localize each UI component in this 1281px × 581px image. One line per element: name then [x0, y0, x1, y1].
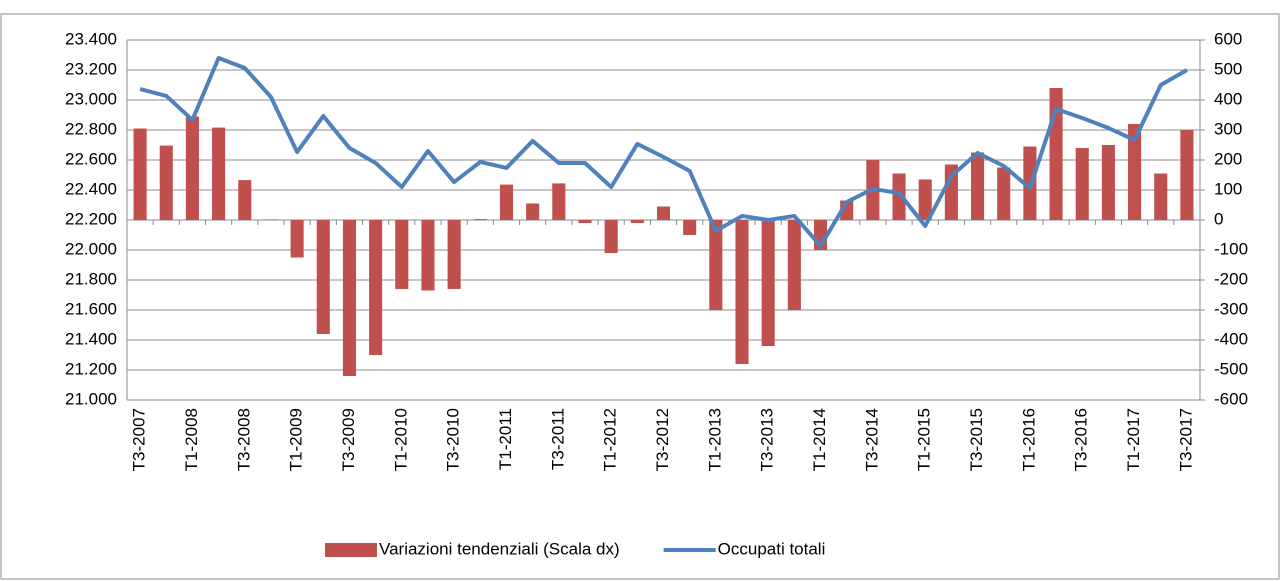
y2-tick-label: 300	[1214, 119, 1242, 138]
y-tick-label: 21.600	[65, 299, 117, 318]
x-tick-label: T1-2009	[287, 408, 306, 471]
bar	[526, 203, 540, 220]
bar	[369, 220, 383, 355]
x-tick-label: T3-2015	[967, 408, 986, 471]
y2-tick-label: -200	[1214, 269, 1248, 288]
y2-tick-label: -500	[1214, 359, 1248, 378]
bar	[238, 180, 252, 220]
x-tick-label: T3-2011	[548, 408, 567, 470]
y-tick-label: 22.400	[65, 179, 117, 198]
bar	[159, 145, 173, 220]
y-tick-label: 22.600	[65, 149, 117, 168]
bar	[892, 173, 906, 220]
bar	[499, 184, 514, 220]
bar	[264, 219, 278, 220]
legend-swatch	[325, 543, 377, 557]
y2-tick-label: -400	[1214, 329, 1248, 348]
bar	[133, 128, 147, 220]
y2-tick-label: -300	[1214, 299, 1248, 318]
x-tick-label: T1-2016	[1019, 408, 1038, 471]
bar	[630, 220, 644, 223]
x-tick-label: T3-2017	[1176, 408, 1195, 471]
x-tick-label: T3-2007	[130, 408, 149, 471]
x-tick-label: T1-2017	[1124, 408, 1143, 471]
x-tick-label: T3-2009	[339, 408, 358, 471]
bar	[997, 167, 1011, 220]
x-tick-label: T1-2008	[182, 408, 201, 471]
bar	[735, 220, 749, 364]
bar	[656, 206, 671, 220]
x-tick-label: T3-2008	[234, 408, 253, 471]
bar	[761, 220, 775, 346]
x-tick-label: T3-2012	[653, 408, 672, 471]
y-tick-label: 21.200	[65, 359, 117, 378]
x-tick-label: T1-2015	[915, 408, 934, 471]
y2-tick-label: 400	[1214, 89, 1242, 108]
y-tick-label: 22.000	[65, 239, 117, 258]
y2-tick-label: 600	[1214, 29, 1242, 48]
x-tick-label: T1-2012	[601, 408, 620, 471]
y2-tick-label: -100	[1214, 239, 1248, 258]
x-tick-label: T3-2016	[1072, 408, 1091, 471]
bar	[1180, 130, 1194, 220]
bar	[395, 220, 409, 289]
x-tick-label: T3-2014	[862, 408, 881, 471]
y-tick-label: 23.200	[65, 59, 117, 78]
bar	[578, 220, 592, 223]
y2-tick-label: 0	[1214, 209, 1223, 228]
bar	[1128, 124, 1142, 220]
bar	[290, 220, 304, 258]
bar	[473, 219, 487, 220]
y-tick-label: 23.400	[65, 29, 117, 48]
x-tick-label: T1-2014	[810, 408, 829, 471]
legend-label: Occupati totali	[718, 539, 826, 558]
bar	[1075, 148, 1089, 220]
bar	[212, 127, 226, 220]
y-tick-label: 22.200	[65, 209, 117, 228]
bar	[787, 220, 801, 310]
y-tick-label: 21.800	[65, 269, 117, 288]
x-tick-label: T3-2010	[444, 408, 463, 471]
bar	[185, 116, 199, 220]
bar	[421, 220, 435, 291]
x-tick-label: T1-2011	[496, 408, 515, 470]
y2-tick-label: 500	[1214, 59, 1242, 78]
bar	[552, 183, 566, 220]
y-tick-label: 21.400	[65, 329, 117, 348]
y2-tick-label: -600	[1214, 389, 1248, 408]
x-tick-label: T3-2013	[758, 408, 777, 471]
chart-frame	[0, 13, 1280, 580]
x-tick-label: T1-2010	[391, 408, 410, 471]
bar	[1101, 145, 1115, 220]
line	[139, 56, 1188, 248]
bar	[1154, 173, 1168, 220]
y-tick-label: 22.800	[65, 119, 117, 138]
bar	[604, 220, 618, 253]
legend-label: Variazioni tendenziali (Scala dx)	[379, 539, 620, 558]
y-tick-label: 23.000	[65, 89, 117, 108]
x-tick-label: T1-2013	[705, 408, 724, 471]
bar	[918, 179, 932, 220]
y-tick-label: 21.000	[65, 389, 117, 408]
y2-tick-label: 100	[1214, 179, 1242, 198]
bar	[971, 152, 985, 220]
bar	[447, 220, 461, 289]
bar	[342, 220, 356, 376]
bar	[709, 220, 723, 310]
bar	[316, 220, 330, 334]
bar	[683, 220, 697, 235]
y2-tick-label: 200	[1214, 149, 1242, 168]
